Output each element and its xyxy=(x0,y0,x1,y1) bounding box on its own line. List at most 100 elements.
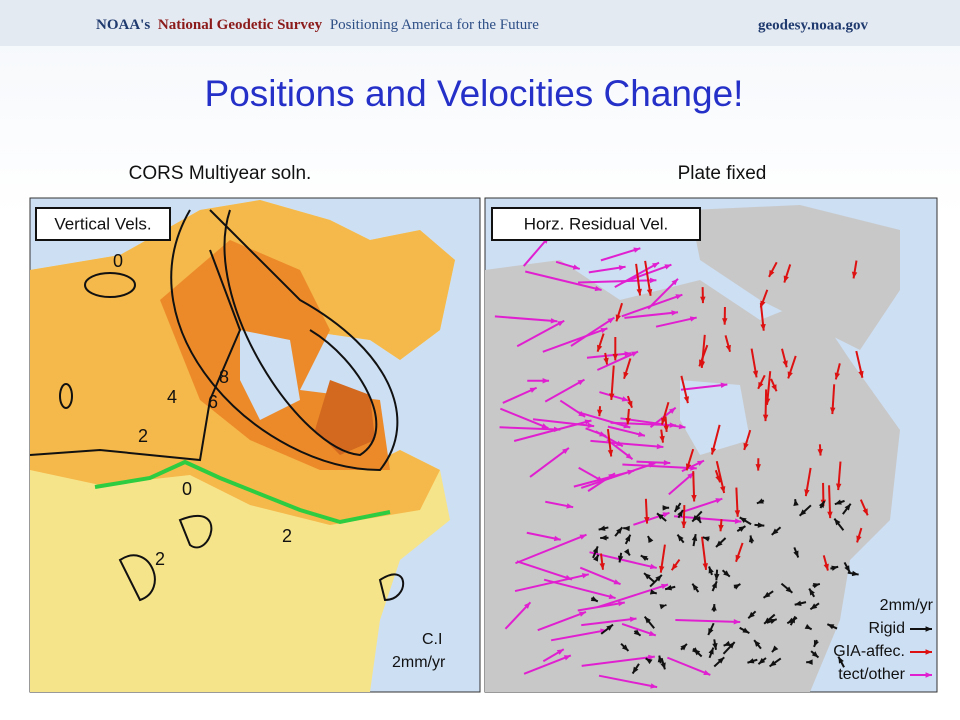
arrow-head xyxy=(579,534,587,540)
arrow-head xyxy=(793,499,799,506)
arrow-head xyxy=(711,581,717,589)
arrow-head xyxy=(738,526,746,532)
arrow-head xyxy=(650,683,658,689)
arrow-head xyxy=(733,584,741,590)
contour xyxy=(170,209,399,472)
arrow xyxy=(578,279,657,284)
arrow xyxy=(621,293,683,318)
arrow-head xyxy=(599,563,605,570)
arrow-head xyxy=(851,570,859,577)
map-label: Vertical Vels. xyxy=(54,214,151,233)
arrow-head xyxy=(607,317,615,324)
arrow-head xyxy=(692,514,699,522)
arrow-head xyxy=(659,604,667,610)
arrow-head xyxy=(858,370,864,378)
arrow-head xyxy=(550,318,558,324)
arrow-head xyxy=(720,382,728,388)
arrow-head xyxy=(623,525,630,532)
arrow-head xyxy=(572,264,580,270)
arrow xyxy=(544,378,585,403)
arrow-head xyxy=(541,423,549,429)
arrow-head xyxy=(647,536,654,544)
arrow-head xyxy=(616,527,623,535)
arrow-head xyxy=(683,396,690,404)
arrow xyxy=(666,656,711,676)
arrow-head xyxy=(598,525,606,531)
arrow-head xyxy=(739,517,747,524)
arrow-head xyxy=(734,510,741,517)
arrow-head xyxy=(834,518,841,526)
arrow-head xyxy=(789,616,796,624)
legend-text: 2mm/yr xyxy=(880,597,934,614)
arrow-head xyxy=(720,486,726,494)
arrow-head xyxy=(680,643,687,651)
arrow xyxy=(596,350,639,371)
arrow-head xyxy=(627,400,633,408)
note: C.I xyxy=(422,631,442,648)
arrow-head xyxy=(621,644,629,651)
arrow-head xyxy=(818,500,825,508)
arrow-head xyxy=(649,277,657,284)
arrow-head xyxy=(799,509,807,516)
arrow-head xyxy=(593,554,599,562)
arrow-head xyxy=(794,600,802,606)
arrow-head xyxy=(718,524,724,532)
arrow xyxy=(550,629,608,642)
arrow-head xyxy=(692,583,699,591)
arrow xyxy=(525,270,602,291)
arrow-head xyxy=(716,540,723,547)
arrow-head xyxy=(668,407,676,414)
arrow-head xyxy=(754,640,761,647)
arrow-head xyxy=(834,372,841,380)
arrow xyxy=(680,383,728,391)
arrow-head xyxy=(785,586,793,593)
arrow-head xyxy=(762,414,769,422)
arrow xyxy=(515,533,587,565)
arrow-head xyxy=(671,278,678,286)
arrow xyxy=(514,573,590,593)
arrow-head xyxy=(711,604,717,611)
arrow-head xyxy=(838,656,844,664)
arrow xyxy=(655,316,697,328)
arrow-head xyxy=(644,516,650,524)
arrow-head xyxy=(638,431,645,437)
arrow-head xyxy=(597,409,603,417)
arrow-head xyxy=(656,513,664,520)
arrow-head xyxy=(787,371,793,379)
arrow xyxy=(673,515,742,523)
arrow-head xyxy=(678,423,686,430)
arrow-head xyxy=(771,645,779,653)
arrow-head xyxy=(728,642,735,649)
arrow-head xyxy=(621,396,629,402)
arrow-head xyxy=(663,460,671,466)
contour-label: 6 xyxy=(208,392,218,412)
arrow-head xyxy=(577,379,585,386)
arrow-head xyxy=(783,275,789,283)
arrow-head xyxy=(689,316,697,322)
arrow-head xyxy=(811,651,819,658)
contour xyxy=(29,249,242,462)
arrow-head xyxy=(542,378,550,384)
arrow-head xyxy=(685,463,692,471)
arrow-head xyxy=(708,627,714,635)
arrow-head xyxy=(645,658,653,665)
arrow xyxy=(542,327,608,353)
arrow-head xyxy=(563,655,571,661)
arrow-head xyxy=(612,353,619,361)
arrow-head xyxy=(851,271,858,279)
arrow xyxy=(620,417,686,429)
arrow-head xyxy=(836,483,842,491)
arrow-head xyxy=(691,494,697,502)
arrow-head xyxy=(677,534,684,542)
arrow-head xyxy=(691,534,698,541)
arrow-head xyxy=(581,573,589,579)
arrow xyxy=(675,618,741,623)
arrow-head xyxy=(699,361,706,368)
contour-label: 2 xyxy=(155,549,165,569)
arrow xyxy=(590,439,664,449)
arrow-head xyxy=(702,563,708,570)
arrow-head xyxy=(725,344,731,352)
arrow-head xyxy=(675,294,683,300)
contour-label: 0 xyxy=(182,479,192,499)
